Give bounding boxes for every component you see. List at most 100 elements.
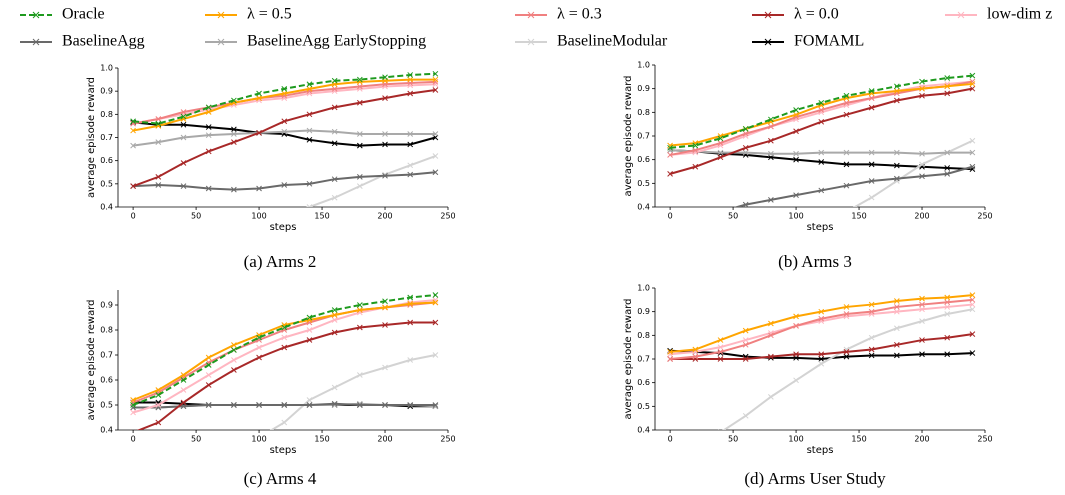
marker xyxy=(742,144,749,151)
marker xyxy=(667,171,673,177)
marker xyxy=(331,194,338,201)
legend-label: λ = 0.3 xyxy=(557,6,602,23)
x-tick-label: 200 xyxy=(914,212,929,221)
x-tick-label: 0 xyxy=(668,435,673,444)
marker xyxy=(331,384,338,391)
marker xyxy=(944,334,951,341)
marker xyxy=(281,402,288,408)
marker xyxy=(382,364,388,371)
series: λ = 0.5 xyxy=(667,81,976,149)
marker xyxy=(407,294,414,301)
marker xyxy=(818,100,825,106)
line xyxy=(305,155,436,207)
y-tick-label: 0.6 xyxy=(637,378,650,387)
y-axis-label: average episode reward xyxy=(86,77,97,198)
marker xyxy=(693,257,698,262)
marker xyxy=(130,118,136,125)
y-tick-label: 0.7 xyxy=(637,355,650,364)
legend-marker xyxy=(764,11,772,19)
marker xyxy=(768,235,773,240)
marker xyxy=(432,131,439,137)
marker xyxy=(919,295,925,302)
marker xyxy=(667,144,673,151)
marker xyxy=(793,156,799,163)
series: λ = 0.0 xyxy=(130,87,439,190)
legend-label: BaselineModular xyxy=(557,33,668,50)
marker xyxy=(668,456,673,461)
subplot: 0.4 0.5 0.6 0.7 0.8 0.9 1.0 0 50 100 150 200 250 step… xyxy=(623,61,993,271)
marker xyxy=(919,351,925,358)
marker xyxy=(156,244,161,249)
marker xyxy=(692,163,699,170)
marker xyxy=(969,296,976,303)
marker xyxy=(382,298,388,305)
marker xyxy=(407,402,414,408)
marker xyxy=(331,104,338,111)
marker xyxy=(180,372,187,378)
marker xyxy=(668,264,673,269)
marker xyxy=(281,324,288,331)
marker xyxy=(306,180,313,187)
marker xyxy=(768,353,774,360)
marker xyxy=(356,99,363,106)
y-tick-label: 0.7 xyxy=(100,351,113,360)
marker xyxy=(793,111,799,118)
series: λ = 0.3 xyxy=(667,296,976,362)
y-tick-label: 0.8 xyxy=(637,331,650,340)
y-tick-label: 0.4 xyxy=(100,426,113,435)
y-tick-label: 0.9 xyxy=(100,301,113,310)
y-tick-label: 0.6 xyxy=(637,155,650,164)
marker xyxy=(893,341,900,348)
marker xyxy=(919,92,925,99)
legend-marker xyxy=(527,38,535,46)
marker xyxy=(893,298,900,304)
marker xyxy=(382,141,388,148)
marker xyxy=(231,357,237,363)
marker xyxy=(206,230,211,235)
legend-marker xyxy=(957,11,965,19)
marker xyxy=(281,90,288,97)
series: BaselineModular xyxy=(668,137,976,269)
marker xyxy=(692,142,699,149)
marker xyxy=(768,116,774,123)
subplot: 0.4 0.5 0.6 0.7 0.8 0.9 1.0 0 50 100 150 200 250 step… xyxy=(623,284,993,488)
marker xyxy=(281,118,288,125)
marker xyxy=(944,171,951,177)
marker xyxy=(205,104,212,111)
marker xyxy=(944,294,951,301)
marker xyxy=(180,121,187,128)
marker xyxy=(944,351,951,358)
marker xyxy=(231,448,236,453)
marker xyxy=(407,319,414,326)
marker xyxy=(131,251,136,256)
y-tick-label: 0.6 xyxy=(100,156,113,165)
marker xyxy=(868,178,875,184)
marker xyxy=(868,95,875,101)
marker xyxy=(155,174,162,180)
legend-label: BaselineAgg EarlyStopping xyxy=(247,33,426,50)
x-tick-label: 100 xyxy=(251,212,266,221)
marker xyxy=(893,97,900,104)
marker xyxy=(794,228,799,233)
marker xyxy=(282,211,287,216)
marker xyxy=(407,300,414,307)
marker xyxy=(155,387,162,393)
marker xyxy=(818,159,825,165)
series: λ = 0.0 xyxy=(667,85,976,177)
marker xyxy=(717,429,724,430)
marker xyxy=(432,87,439,93)
marker xyxy=(231,225,236,230)
line xyxy=(669,80,973,156)
x-tick-label: 200 xyxy=(377,212,392,221)
marker xyxy=(768,137,774,144)
y-tick-label: 0.8 xyxy=(100,110,113,119)
marker xyxy=(742,327,749,334)
x-tick-label: 50 xyxy=(191,435,201,444)
series: λ = 0.5 xyxy=(667,292,976,355)
caption: (a) Arms 2 xyxy=(244,252,317,271)
marker xyxy=(919,337,925,343)
marker xyxy=(306,327,313,333)
x-tick-label: 50 xyxy=(728,435,738,444)
marker xyxy=(818,356,825,362)
